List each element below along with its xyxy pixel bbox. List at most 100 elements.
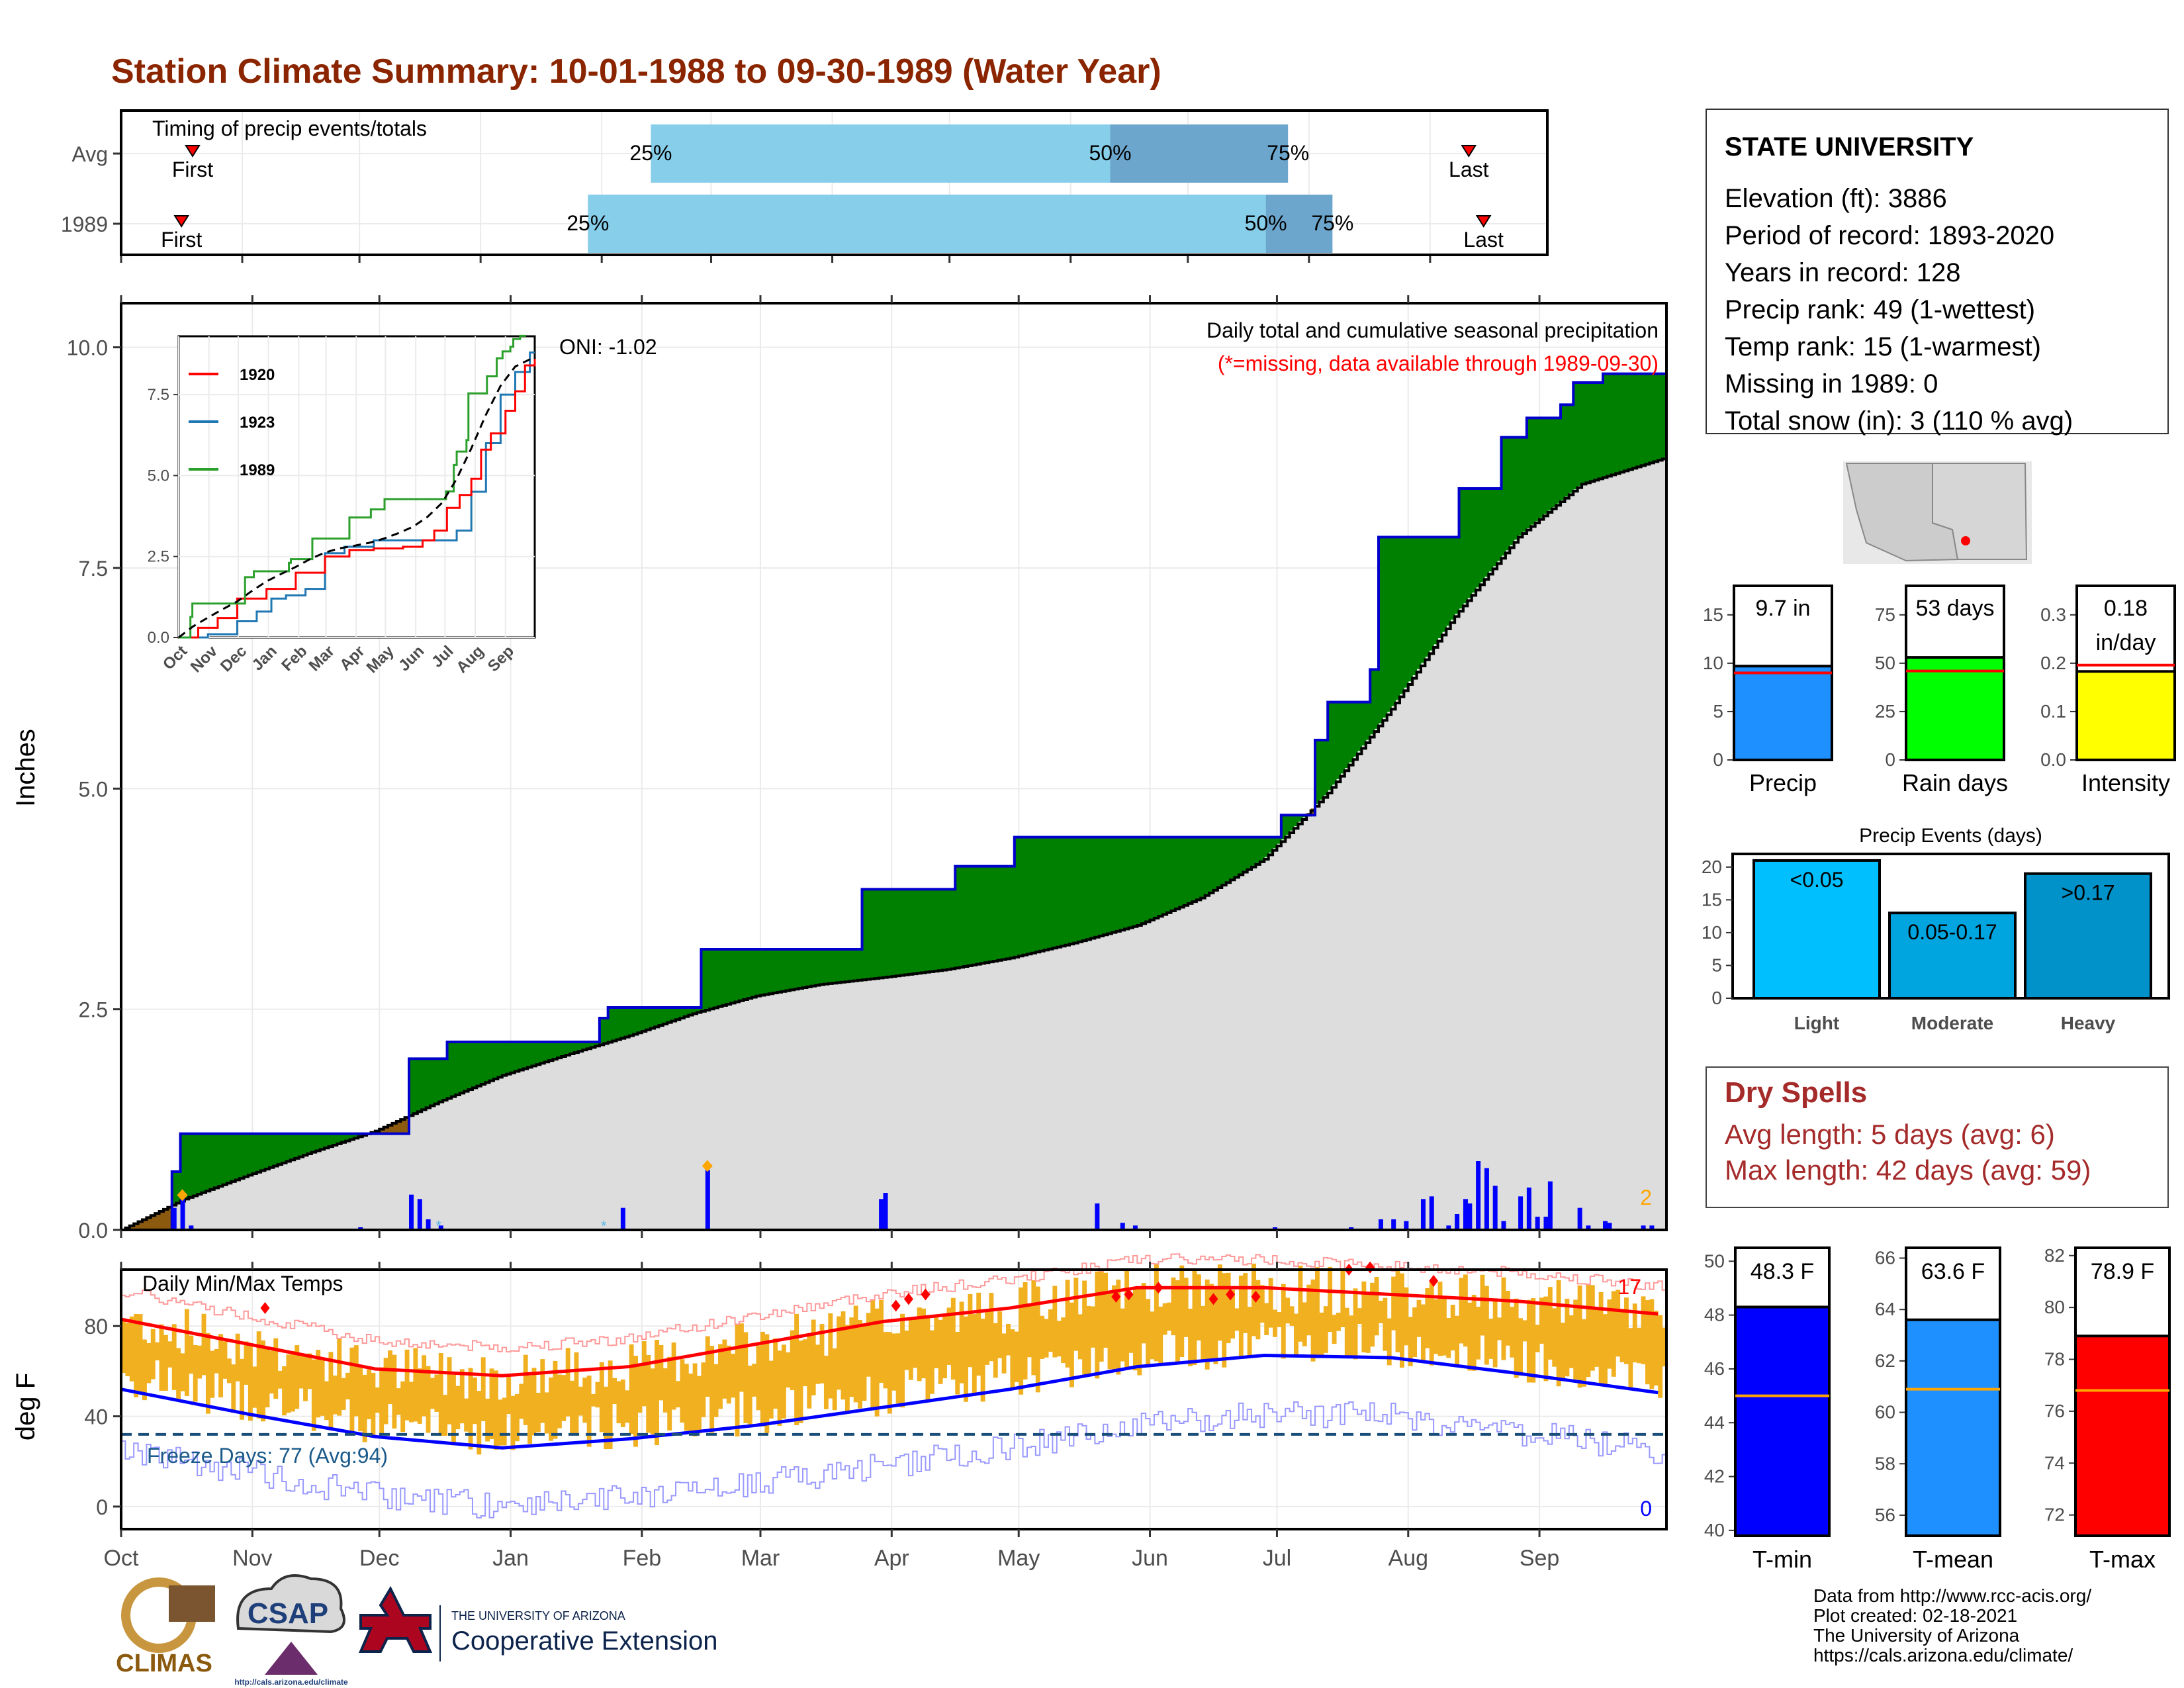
daily-temp-bar: [997, 1311, 1003, 1358]
surplus-segment: [722, 949, 727, 1005]
daily-temp-bar: [1603, 1314, 1608, 1385]
surplus-segment: [756, 949, 761, 996]
surplus-segment: [324, 1133, 330, 1148]
daily-temp-bar: [832, 1348, 837, 1411]
daily-temp-bar: [519, 1383, 524, 1419]
surplus-segment: [1497, 489, 1502, 561]
surplus-segment: [1459, 489, 1464, 609]
surplus-segment: [1124, 837, 1130, 929]
record-high-marker: [1429, 1275, 1439, 1288]
surplus-segment: [637, 1008, 643, 1033]
surplus-segment: [976, 866, 981, 964]
daily-temp-bar: [680, 1359, 685, 1423]
info-line: Precip rank: 49 (1-wettest): [1725, 295, 2035, 324]
surplus-segment: [1319, 740, 1324, 800]
daily-temp-bar: [1082, 1280, 1087, 1375]
daily-temp-bar: [616, 1381, 621, 1424]
month-label: Feb: [623, 1546, 662, 1571]
surplus-segment: [1433, 537, 1439, 645]
daily-temp-bar: [1383, 1297, 1388, 1351]
daily-precip-bar: [189, 1225, 194, 1230]
csap-mountain-icon: [265, 1642, 318, 1675]
daily-temp-bar: [735, 1324, 740, 1436]
inset-line-1989: [179, 334, 526, 639]
daily-temp-bar: [1658, 1315, 1663, 1398]
surplus-segment: [1437, 537, 1443, 638]
surplus-segment: [1611, 373, 1616, 475]
surplus-segment: [1069, 837, 1074, 944]
surplus-segment: [929, 889, 934, 972]
daily-temp-bar: [1315, 1267, 1320, 1358]
daily-temp-bar: [150, 1329, 156, 1380]
temp-plot-frame: [120, 1268, 1668, 1530]
daily-temp-bar: [383, 1358, 388, 1425]
surplus-segment: [510, 1042, 516, 1072]
surplus-segment: [493, 1042, 498, 1078]
surplus-segment: [295, 1133, 300, 1158]
daily-temp-bar: [1501, 1277, 1506, 1360]
surplus-segment: [942, 889, 948, 970]
daily-temp-bar: [1412, 1307, 1418, 1358]
surplus-segment: [184, 1133, 189, 1199]
surplus-segment: [955, 866, 960, 968]
daily-temp-bar: [184, 1309, 189, 1396]
record-high-marker: [1154, 1282, 1163, 1294]
tbar-y-label: 74: [2044, 1452, 2065, 1473]
surplus-segment: [1370, 669, 1375, 735]
surplus-segment: [1332, 702, 1337, 785]
cold-days-count: 0: [1640, 1497, 1652, 1521]
daily-precip-bar: [1543, 1217, 1549, 1230]
surplus-segment: [1662, 373, 1667, 459]
daily-temp-bar: [713, 1364, 719, 1417]
surplus-segment: [240, 1133, 245, 1178]
surplus-segment: [1090, 837, 1095, 938]
daily-precip-bar: [1463, 1199, 1468, 1230]
surplus-segment: [680, 1008, 685, 1017]
surplus-segment: [472, 1042, 477, 1087]
daily-temp-bar: [1370, 1282, 1375, 1347]
daily-temp-bar: [1336, 1312, 1341, 1331]
daily-temp-bar: [1535, 1325, 1540, 1352]
surplus-segment: [655, 1008, 660, 1027]
daily-temp-bar: [870, 1300, 876, 1411]
surplus-segment: [447, 1042, 452, 1098]
mini-y-label: 0: [1713, 749, 1723, 770]
daily-precip-bar: [438, 1225, 443, 1230]
surplus-segment: [582, 1042, 588, 1050]
info-frame: [1706, 109, 2169, 434]
daily-temp-bar: [1480, 1274, 1485, 1336]
tbar-y-label: 76: [2044, 1401, 2065, 1421]
daily-temp-bar: [1052, 1286, 1058, 1358]
daily-temp-bar: [1006, 1324, 1011, 1356]
surplus-segment: [570, 1042, 575, 1054]
surplus-segment: [218, 1133, 224, 1186]
daily-temp-bar: [1171, 1277, 1176, 1336]
surplus-segment: [248, 1133, 253, 1175]
surplus-segment: [316, 1133, 321, 1150]
surplus-segment: [1387, 537, 1392, 712]
y-tick-label: 2.5: [79, 998, 108, 1022]
daily-temp-bar: [430, 1378, 435, 1409]
daily-temp-bar: [205, 1333, 210, 1414]
month-label: Nov: [232, 1546, 272, 1571]
daily-temp-bar: [298, 1356, 304, 1389]
ua-logo-icon: [358, 1585, 433, 1653]
surplus-segment: [739, 949, 744, 1000]
surplus-segment: [777, 949, 782, 992]
daily-temp-bar: [1619, 1309, 1625, 1362]
daily-precip-bar: [705, 1170, 710, 1230]
daily-temp-bar: [396, 1388, 401, 1415]
surplus-segment: [1111, 837, 1116, 932]
surplus-segment: [298, 1133, 304, 1156]
month-label: Sep: [1520, 1546, 1560, 1571]
daily-precip-bar: [883, 1193, 888, 1230]
surplus-segment: [802, 949, 807, 988]
surplus-segment: [523, 1042, 528, 1068]
daily-temp-bar: [510, 1395, 516, 1450]
timing-frame: [120, 109, 1549, 256]
avg-cumulative-line: [121, 457, 1668, 1231]
surplus-segment: [1547, 418, 1553, 511]
daily-temp-bar: [1374, 1277, 1379, 1336]
daily-temp-bar: [1420, 1304, 1426, 1362]
surplus-segment: [1268, 837, 1273, 853]
